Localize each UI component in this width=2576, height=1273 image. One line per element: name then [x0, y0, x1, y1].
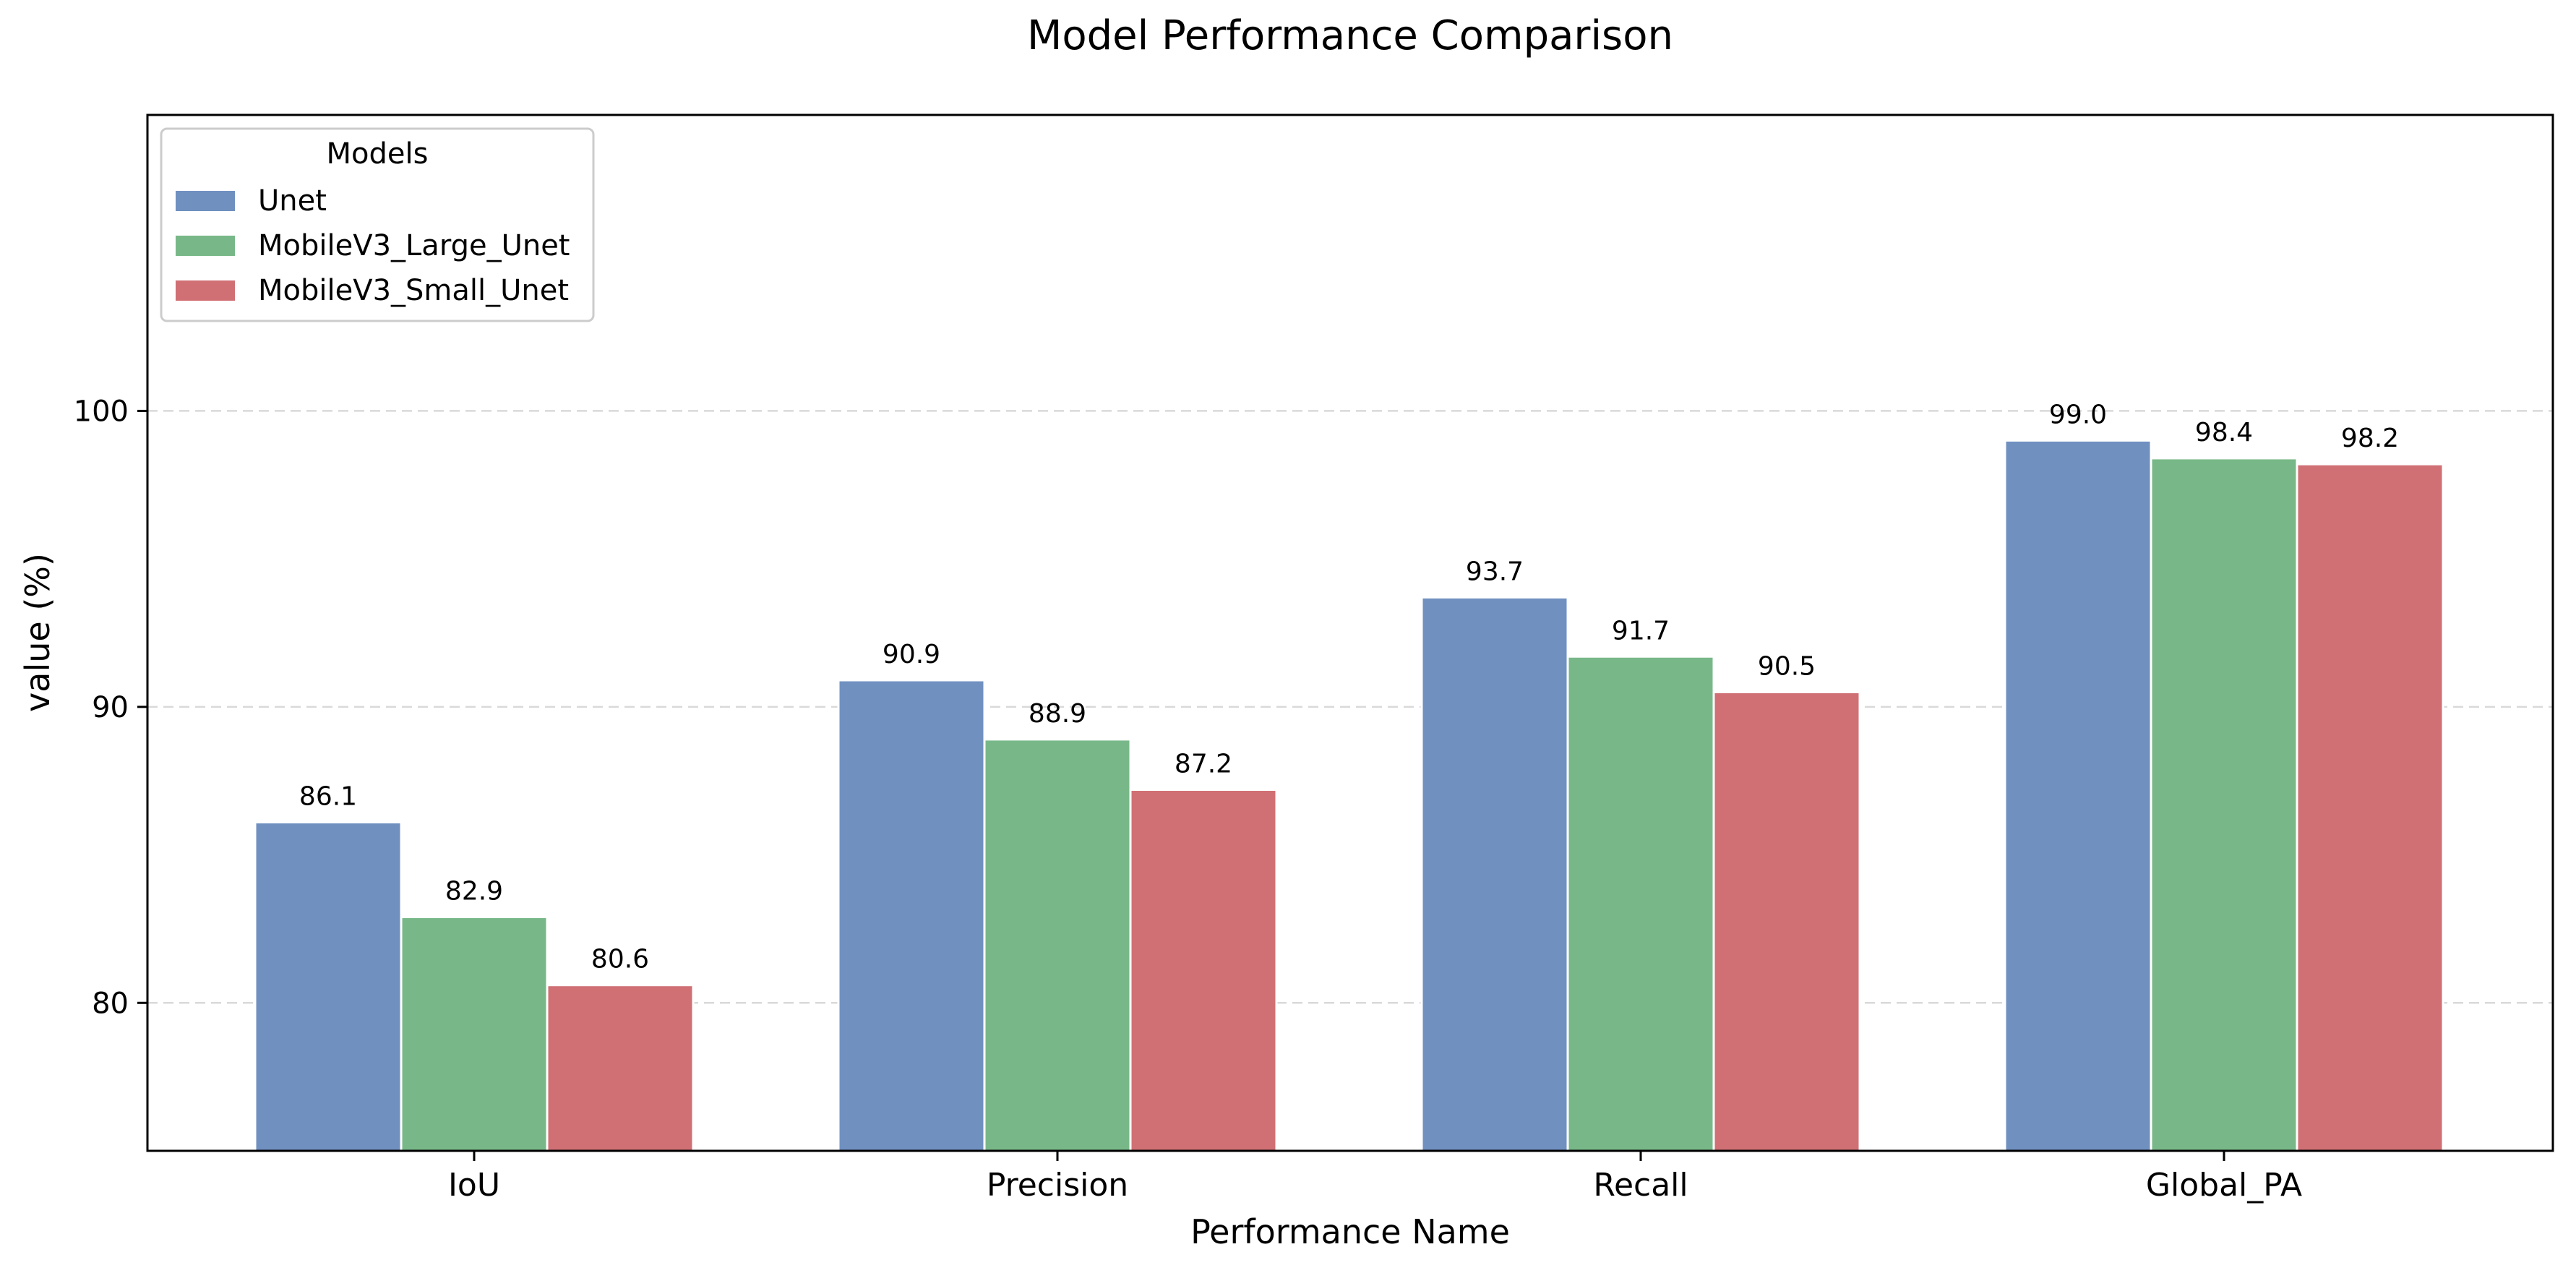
- bar: [1420, 596, 1569, 1152]
- bar: [1129, 788, 1278, 1152]
- legend-entry: MobileV3_Large_Unet: [258, 229, 570, 262]
- bar: [254, 821, 403, 1152]
- x-axis-label: Performance Name: [1190, 1212, 1510, 1251]
- legend-entry: MobileV3_Small_Unet: [258, 274, 569, 307]
- x-tick-label: Global_PA: [2146, 1167, 2302, 1204]
- legend-entry: Unet: [258, 184, 327, 218]
- legend-swatch: [176, 191, 235, 211]
- y-tick-label: 100: [74, 395, 129, 428]
- y-axis: 80 90 100: [74, 395, 147, 1020]
- bar: [983, 738, 1132, 1152]
- legend: Models Unet MobileV3_Large_Unet MobileV3_S…: [160, 127, 595, 322]
- data-label: 88.9: [1029, 699, 1086, 729]
- y-axis-label: value (%): [18, 553, 57, 712]
- data-label: 98.4: [2195, 418, 2253, 447]
- data-label: 86.1: [299, 782, 357, 812]
- plot-area-frame: [146, 113, 2554, 1152]
- bar: [1566, 655, 1715, 1152]
- legend-title: Models: [327, 137, 429, 171]
- y-tick-label: 90: [92, 691, 129, 724]
- legend-swatch: [176, 236, 235, 256]
- data-label: 98.2: [2341, 424, 2399, 453]
- data-label: 91.7: [1612, 616, 1670, 646]
- x-tick-label: Precision: [987, 1167, 1128, 1204]
- y-tick-label: 80: [92, 987, 129, 1020]
- data-label: 87.2: [1175, 749, 1232, 779]
- bar: [2150, 457, 2298, 1152]
- legend-swatch: [176, 280, 235, 301]
- data-label: 93.7: [1466, 557, 1524, 586]
- data-label: 80.6: [591, 945, 649, 974]
- data-label: 99.0: [2049, 400, 2107, 429]
- bar: [1712, 690, 1861, 1152]
- chart-title: Model Performance Comparison: [1027, 12, 1673, 59]
- bar: [400, 916, 549, 1152]
- x-axis: IoU Precision Recall Global_PA: [448, 1151, 2302, 1204]
- data-label: 82.9: [445, 877, 503, 906]
- data-label: 90.5: [1758, 651, 1816, 681]
- legend-box: [160, 127, 595, 322]
- x-tick-label: Recall: [1593, 1167, 1688, 1204]
- bar: [2004, 439, 2152, 1152]
- bars: [254, 439, 2444, 1152]
- data-label: 90.9: [883, 640, 940, 669]
- x-tick-label: IoU: [448, 1167, 500, 1204]
- bar: [2296, 463, 2444, 1152]
- data-labels: 86.1 90.9 93.7 99.0 82.9 88.9 91.7 98.4 80.6 87.2…: [299, 400, 2399, 974]
- bar: [837, 679, 986, 1152]
- bar: [546, 984, 695, 1152]
